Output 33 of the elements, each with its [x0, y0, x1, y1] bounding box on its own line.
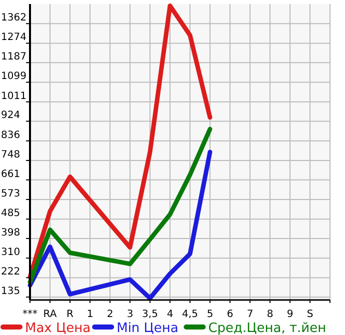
y-tick-label: 1362 — [1, 12, 26, 24]
x-tick-label: S — [306, 309, 314, 320]
y-tick-label: 135 — [1, 286, 20, 298]
x-tick-label: 3,5 — [142, 309, 158, 320]
x-tick-label: 1 — [86, 309, 94, 320]
x-tick-label: *** — [22, 309, 38, 320]
y-tick-label: 485 — [1, 208, 20, 220]
x-tick-label: 4 — [166, 309, 174, 320]
legend-label: Min Цена — [116, 321, 178, 335]
y-tick-label: 222 — [1, 266, 20, 278]
x-tick-label: R — [66, 309, 74, 320]
x-tick-label: 8 — [266, 309, 274, 320]
y-tick-label: 1011 — [1, 90, 26, 102]
y-tick-label: 1274 — [1, 32, 26, 44]
x-tick-label: 6 — [226, 309, 234, 320]
y-tick-label: 924 — [1, 110, 20, 122]
y-tick-label: 310 — [1, 247, 20, 258]
x-tick-label: 3 — [126, 309, 134, 320]
y-tick-label: 661 — [1, 168, 20, 180]
legend-label: Сред.Цена, т.йен — [208, 321, 326, 335]
x-tick-label: 2 — [106, 309, 114, 320]
y-tick-label: 748 — [1, 149, 20, 160]
x-tick-label: 7 — [246, 309, 254, 320]
y-tick-label: 573 — [1, 188, 20, 200]
y-tick-label: 1187 — [1, 52, 26, 63]
legend-label: Max Цена — [25, 321, 91, 335]
x-tick-label: RA — [43, 309, 57, 320]
x-tick-label: 5 — [206, 309, 214, 320]
x-tick-label: 4,5 — [182, 309, 198, 320]
x-tick-label: 9 — [286, 309, 294, 320]
y-tick-label: 398 — [1, 227, 20, 238]
y-tick-label: 1099 — [1, 71, 26, 82]
y-tick-label: 836 — [1, 130, 20, 141]
